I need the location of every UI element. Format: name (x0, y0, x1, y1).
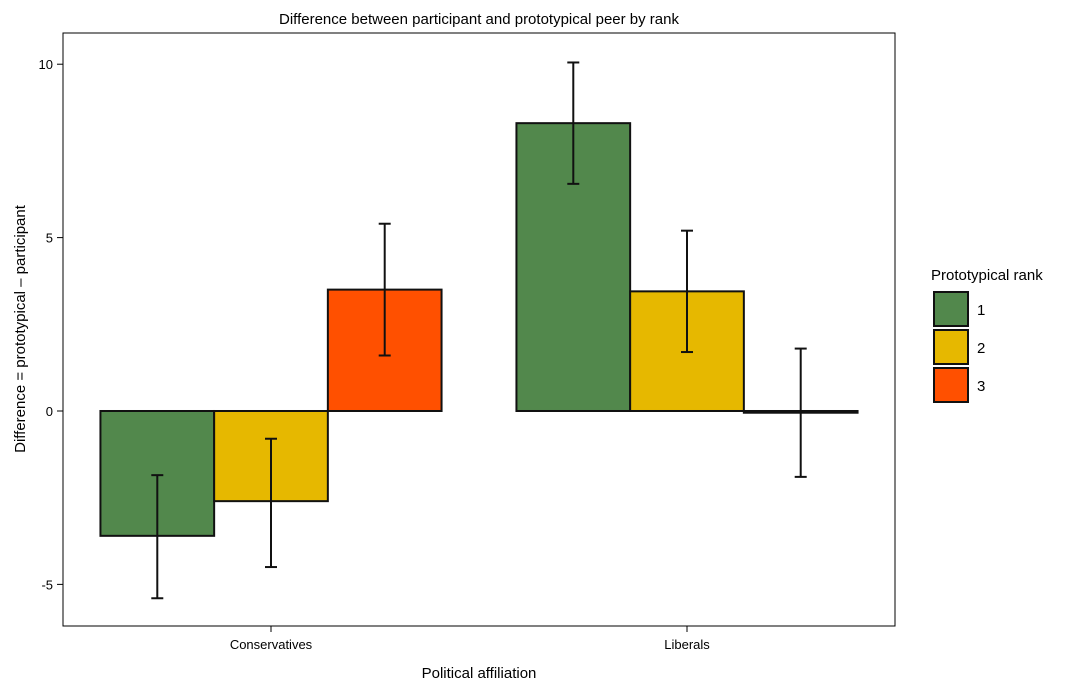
legend: Prototypical rank 1 2 3 (931, 267, 1043, 403)
x-tick-label: Conservatives (230, 637, 313, 652)
legend-label-3: 3 (977, 378, 985, 395)
y-axis: 10 5 0 -5 (39, 57, 63, 592)
chart-title: Difference between participant and proto… (279, 11, 679, 28)
plot-panel (62, 32, 896, 627)
y-axis-label: Difference = prototypical – participant (12, 204, 29, 453)
legend-items: 1 2 3 (933, 291, 985, 403)
legend-label-1: 1 (977, 302, 985, 319)
y-tick-label: -5 (41, 577, 53, 592)
legend-label-2: 2 (977, 340, 985, 357)
y-tick-label: 5 (46, 231, 53, 246)
x-axis: Conservatives Liberals (230, 626, 710, 652)
legend-swatch-2 (933, 329, 969, 365)
x-axis-label: Political affiliation (422, 665, 537, 682)
legend-title: Prototypical rank (931, 267, 1043, 284)
legend-swatch-3 (933, 367, 969, 403)
x-tick-label: Liberals (664, 637, 710, 652)
y-tick-label: 10 (39, 57, 53, 72)
y-tick-label: 0 (46, 404, 53, 419)
legend-swatch-1 (933, 291, 969, 327)
error-bars-layer (151, 61, 807, 600)
